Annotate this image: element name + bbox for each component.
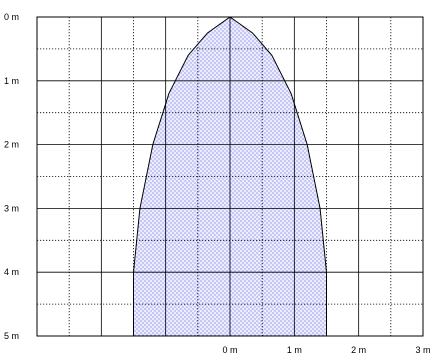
x-tick-label: 0 m xyxy=(222,345,237,355)
x-tick-label: 1 m xyxy=(287,345,302,355)
x-tick-label: 2 m xyxy=(351,345,366,355)
coverage-boundary-line xyxy=(133,17,327,336)
y-tick-label: 4 m xyxy=(4,267,19,277)
y-tick-label: 0 m xyxy=(4,12,19,22)
y-axis-labels: 0 m 1 m 2 m 3 m 4 m 5 m xyxy=(4,12,19,341)
y-tick-label: 3 m xyxy=(4,203,19,213)
grid xyxy=(37,17,423,336)
plot-frame xyxy=(36,16,424,337)
y-tick-label: 5 m xyxy=(4,331,19,341)
coverage-boundary xyxy=(133,17,327,336)
y-tick-label: 1 m xyxy=(4,76,19,86)
x-axis-labels: 0 m 1 m 2 m 3 m xyxy=(222,345,430,355)
x-tick-label: 3 m xyxy=(415,345,430,355)
y-tick-label: 2 m xyxy=(4,140,19,150)
plot-border xyxy=(36,16,424,337)
